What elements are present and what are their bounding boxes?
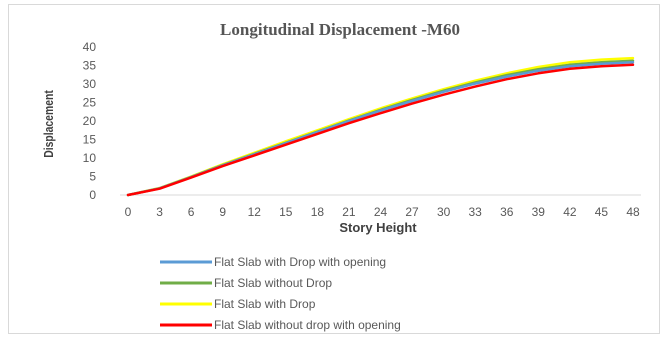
x-tick-label: 33 [469,205,483,219]
legend-label: Flat Slab without Drop [214,276,332,290]
x-tick-label: 30 [437,205,451,219]
y-tick-label: 35 [83,59,97,73]
series-lines [126,56,635,197]
series-line-4 [126,63,635,197]
legend-label: Flat Slab with Drop with opening [214,255,386,269]
x-tick-label: 9 [219,205,226,219]
x-tick-label: 27 [405,205,419,219]
legend-item: Flat Slab without Drop [160,276,332,290]
chart-frame [8,4,660,334]
chart-title: Longitudinal Displacement -M60 [220,20,460,39]
y-tick-label: 0 [89,188,96,202]
series-line-3 [126,56,635,197]
x-axis-ticks: 0 3 6 9 12 15 18 21 24 27 30 33 36 39 42 45 48 [125,205,640,219]
x-axis-title: Story Height [339,220,417,235]
x-tick-label: 21 [342,205,356,219]
x-tick-label: 39 [532,205,546,219]
x-tick-label: 45 [595,205,609,219]
x-tick-label: 42 [563,205,577,219]
y-tick-label: 5 [89,170,96,184]
x-tick-label: 12 [248,205,262,219]
y-tick-label: 10 [83,151,97,165]
y-tick-label: 15 [83,133,97,147]
y-tick-label: 40 [83,40,97,54]
x-tick-label: 6 [188,205,195,219]
legend: Flat Slab with Drop with opening Flat Sla… [160,255,401,332]
legend-label: Flat Slab with Drop [214,297,316,311]
x-tick-label: 48 [626,205,640,219]
x-tick-label: 24 [374,205,388,219]
legend-item: Flat Slab with Drop with opening [160,255,386,269]
y-tick-label: 20 [83,114,97,128]
legend-item: Flat Slab with Drop [160,297,316,311]
y-axis-ticks: 0 5 10 15 20 25 30 35 40 [83,40,97,202]
x-tick-label: 15 [279,205,293,219]
y-tick-label: 25 [83,96,97,110]
series-line-2 [126,59,635,197]
x-tick-label: 18 [311,205,325,219]
x-tick-label: 0 [125,205,132,219]
x-tick-label: 3 [156,205,163,219]
series-line-1 [126,60,635,197]
y-tick-label: 30 [83,77,97,91]
legend-label: Flat Slab without drop with opening [214,318,401,332]
legend-item: Flat Slab without drop with opening [160,318,401,332]
y-axis-title: Displacement [42,90,56,158]
x-tick-label: 36 [500,205,514,219]
